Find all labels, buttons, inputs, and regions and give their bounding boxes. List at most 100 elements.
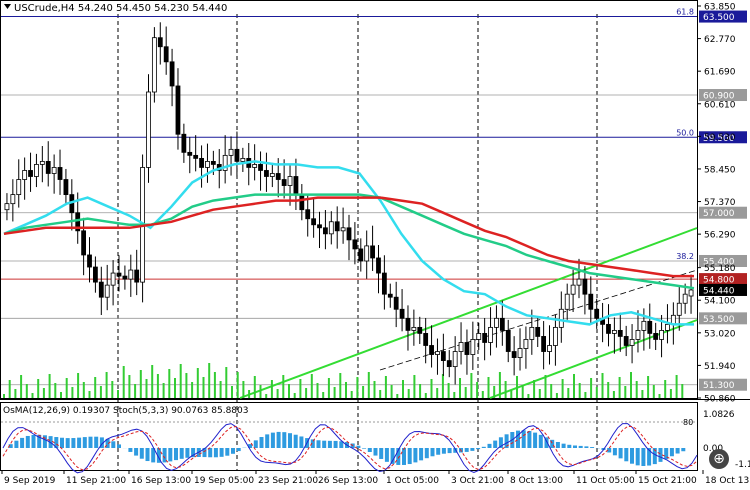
osma-bar xyxy=(293,434,298,448)
osma-bar xyxy=(555,441,560,448)
candle-body xyxy=(458,342,464,352)
volume-bar xyxy=(134,384,137,398)
volume-bar xyxy=(37,379,40,398)
osma-bar xyxy=(333,440,338,448)
volume-bar xyxy=(299,379,302,398)
osma-bar xyxy=(612,448,617,456)
volume-bar xyxy=(590,378,593,398)
osma-bar xyxy=(117,444,121,448)
volume-bar xyxy=(213,372,216,398)
volume-bar xyxy=(219,381,222,398)
volume-bar xyxy=(641,390,644,398)
candle-body xyxy=(151,37,157,93)
volume-bar xyxy=(128,375,131,398)
osma-bar xyxy=(265,434,270,448)
osma-bar xyxy=(253,440,258,448)
osma-bar xyxy=(516,430,520,448)
main-chart-border xyxy=(0,0,698,399)
osma-bar xyxy=(151,448,156,463)
osma-bar xyxy=(248,444,253,448)
candle-body xyxy=(110,272,116,286)
osma-bar xyxy=(373,448,378,456)
candle-body xyxy=(264,170,269,177)
osma-bar xyxy=(402,448,406,465)
stochastic-main-line xyxy=(2,423,698,474)
volume-bar xyxy=(652,385,655,398)
candle-body xyxy=(611,330,617,334)
osma-bar xyxy=(396,448,401,465)
candle-body xyxy=(606,323,611,334)
price-tick-label: 55.180 xyxy=(704,264,736,274)
candle-body xyxy=(22,170,28,180)
level-tag xyxy=(699,273,747,286)
osma-bar xyxy=(635,448,640,466)
volume-bar xyxy=(345,382,347,398)
candle-body xyxy=(87,254,92,268)
candle-body xyxy=(558,308,564,328)
volume-bar xyxy=(658,394,661,398)
osma-bar xyxy=(493,440,498,448)
volume-bar xyxy=(88,391,91,398)
osma-bar xyxy=(630,448,634,464)
volume-bar xyxy=(493,386,496,398)
volume-bar xyxy=(567,388,570,398)
osma-bar xyxy=(538,434,543,448)
volume-bar xyxy=(25,384,28,398)
volume-bar xyxy=(379,390,382,398)
volume-bar xyxy=(635,381,638,398)
candle-body xyxy=(75,212,81,232)
osma-bar xyxy=(681,448,686,452)
chart-menu-arrow-icon[interactable] xyxy=(4,4,11,9)
level-tag-label: 53.500 xyxy=(703,315,735,325)
candle-body xyxy=(340,227,346,232)
level-lines xyxy=(1,16,697,386)
candle-body xyxy=(517,348,523,358)
osma-bar xyxy=(156,448,161,463)
zoom-in-icon[interactable]: ⊕ xyxy=(709,449,729,469)
time-tick-label: 3 Oct 21:00 xyxy=(451,476,504,486)
candle-body xyxy=(387,293,393,298)
candle-body xyxy=(210,161,216,165)
volume-bar xyxy=(424,393,427,398)
osma-bar xyxy=(88,436,93,448)
candle-body xyxy=(676,302,682,316)
volume-bar xyxy=(60,392,62,398)
level-tags: 63.500 60.900 59.500 57.000 55.400 54.80054.4… xyxy=(699,10,747,391)
candle-body xyxy=(529,326,535,340)
candle-body xyxy=(482,333,488,343)
volume-bar xyxy=(390,385,393,398)
price-tick-label: 57.370 xyxy=(704,198,736,208)
osma-bar xyxy=(20,437,25,448)
candle-body xyxy=(163,46,169,63)
candle-body xyxy=(641,320,647,331)
candle-body xyxy=(623,336,629,346)
time-tick-label: 15 Oct 21:00 xyxy=(638,476,697,486)
volume-bar xyxy=(99,386,102,398)
volume-bar xyxy=(242,381,245,398)
fib-label: 38.2 xyxy=(676,252,694,261)
volume-bar xyxy=(498,372,501,398)
osma-bar xyxy=(441,448,446,454)
candle-body xyxy=(535,326,541,337)
osma-bar xyxy=(99,437,104,448)
candle-body xyxy=(57,167,63,180)
osma-bar xyxy=(453,448,458,453)
osma-bar xyxy=(322,440,327,448)
time-tick-label: 9 Sep 2019 xyxy=(4,476,56,486)
volume-bar xyxy=(333,387,336,398)
volume-bar xyxy=(196,368,199,398)
volume-bar xyxy=(550,384,553,398)
candle-body xyxy=(146,91,151,168)
osma-bar xyxy=(288,433,292,448)
level-tag xyxy=(699,131,747,144)
price-tick-label: 61.690 xyxy=(704,68,736,78)
volume-bar xyxy=(459,378,461,398)
volume-bar xyxy=(71,387,74,398)
volume-bar xyxy=(601,373,604,398)
volume-bar xyxy=(191,382,194,398)
volume-bar xyxy=(82,382,85,398)
candle-body xyxy=(234,148,240,162)
moving-average-line xyxy=(3,193,695,290)
candle-body xyxy=(128,269,134,280)
